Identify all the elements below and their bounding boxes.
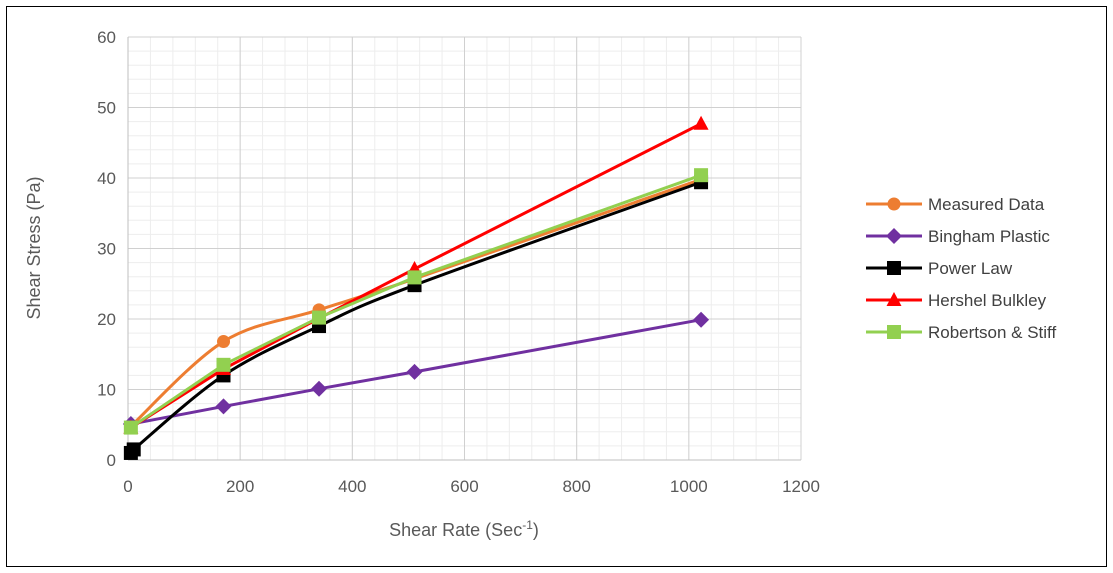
data-point-power-law	[126, 442, 141, 457]
data-point-robertson-stiff	[312, 310, 327, 325]
legend-marker-hershel-bulkley	[886, 292, 902, 306]
legend-marker-bingham-plastic	[886, 228, 902, 244]
legend-marker-robertson-stiff	[887, 325, 901, 339]
x-tick-label: 800	[562, 477, 590, 496]
series-robertson-stiff	[123, 168, 709, 435]
data-point-robertson-stiff	[123, 420, 138, 435]
data-point-robertson-stiff	[694, 168, 709, 183]
legend: Measured Data Bingham Plastic Power Law Her…	[866, 195, 1056, 342]
x-axis-title-close: )	[533, 520, 539, 540]
legend-item-robertson-stiff: Robertson & Stiff	[866, 323, 1056, 342]
y-tick-label: 40	[97, 169, 116, 188]
x-tick-label: 1200	[782, 477, 820, 496]
x-tick-label: 200	[226, 477, 254, 496]
data-point-bingham-plastic	[406, 363, 423, 380]
y-tick-label: 60	[97, 28, 116, 47]
legend-item-bingham-plastic: Bingham Plastic	[866, 227, 1050, 246]
legend-marker-power-law	[887, 261, 901, 275]
y-tick-label: 50	[97, 99, 116, 118]
y-tick-label: 10	[97, 381, 116, 400]
legend-label-bingham-plastic: Bingham Plastic	[928, 227, 1050, 246]
series-group	[122, 115, 710, 460]
chart-frame	[6, 6, 1107, 567]
data-point-measured-data	[217, 335, 231, 349]
data-point-hershel-bulkley	[693, 115, 709, 130]
legend-item-power-law: Power Law	[866, 259, 1013, 278]
x-axis-title-superscript: -1	[522, 518, 533, 532]
y-tick-label: 30	[97, 240, 116, 259]
data-point-robertson-stiff	[216, 357, 231, 372]
data-point-bingham-plastic	[311, 380, 328, 397]
major-gridlines	[127, 36, 802, 461]
legend-label-measured-data: Measured Data	[928, 195, 1045, 214]
x-axis-title-main: Shear Rate (Sec	[389, 520, 522, 540]
data-point-robertson-stiff	[407, 270, 422, 285]
x-tick-label: 1000	[670, 477, 708, 496]
legend-marker-measured-data	[887, 197, 901, 211]
x-tick-label: 0	[123, 477, 132, 496]
series-line-measured-data	[129, 177, 702, 428]
y-tick-label: 20	[97, 310, 116, 329]
y-axis-title: Shear Stress (Pa)	[24, 176, 44, 319]
x-tick-label: 400	[338, 477, 366, 496]
y-tick-label: 0	[107, 451, 116, 470]
data-point-bingham-plastic	[215, 398, 232, 415]
x-axis-title: Shear Rate (Sec-1)	[389, 518, 539, 540]
legend-item-hershel-bulkley: Hershel Bulkley	[866, 291, 1047, 310]
tick-labels: 0 200 400 600 800 1000 1200 0 10 20 30 40 50 60	[97, 28, 820, 496]
legend-label-power-law: Power Law	[928, 259, 1013, 278]
legend-item-measured-data: Measured Data	[866, 195, 1045, 214]
x-tick-label: 600	[450, 477, 478, 496]
legend-label-robertson-stiff: Robertson & Stiff	[928, 323, 1056, 342]
axes	[127, 37, 801, 461]
data-point-bingham-plastic	[693, 311, 710, 328]
legend-label-hershel-bulkley: Hershel Bulkley	[928, 291, 1047, 310]
